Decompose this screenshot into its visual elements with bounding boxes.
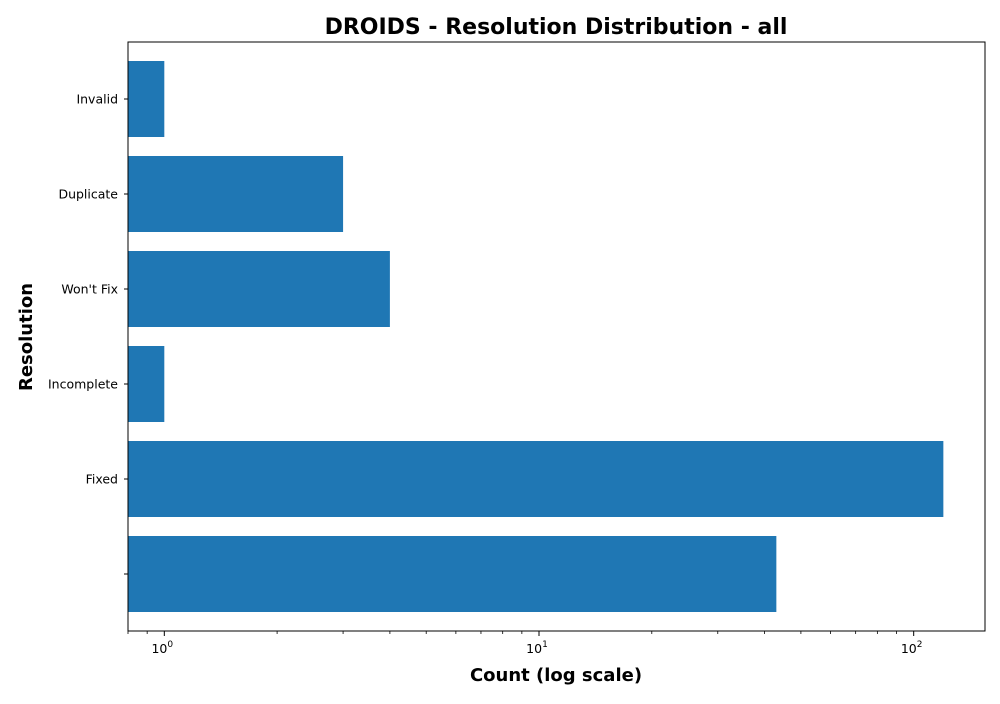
y-tick-label: Fixed	[86, 472, 118, 487]
x-tick-label: 102	[901, 640, 923, 656]
y-tick-label: Duplicate	[58, 187, 118, 202]
y-axis-label: Resolution	[16, 283, 37, 391]
chart-title: DROIDS - Resolution Distribution - all	[325, 15, 788, 40]
y-tick-label: Invalid	[76, 92, 118, 107]
x-axis: 100 101 102	[127, 631, 923, 656]
x-axis-label: Count (log scale)	[470, 665, 642, 686]
y-tick-label: Incomplete	[48, 377, 118, 392]
bars-layer	[128, 61, 944, 612]
x-tick-label: 100	[151, 640, 173, 656]
bar	[128, 61, 165, 137]
bar	[128, 441, 944, 517]
bar	[128, 536, 777, 612]
bar	[128, 156, 344, 232]
y-axis: Fixed Incomplete Won't Fix Duplicate Invalid	[48, 92, 128, 575]
plot-frame	[127, 41, 986, 632]
x-tick-label: 101	[526, 640, 548, 656]
bar	[128, 251, 390, 327]
bar	[128, 346, 165, 422]
y-tick-label: Won't Fix	[61, 282, 118, 297]
